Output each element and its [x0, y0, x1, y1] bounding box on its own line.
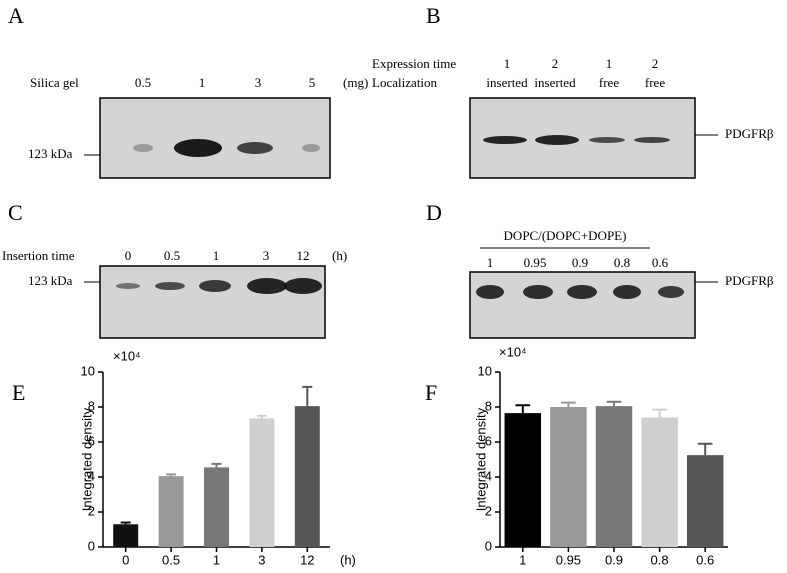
bar [550, 407, 587, 547]
lane-label: 1 [213, 248, 220, 263]
bar [113, 524, 139, 547]
band [483, 136, 527, 144]
band [174, 139, 222, 157]
lane-label: 0.6 [652, 255, 669, 270]
y-axis-label: Integrated density [79, 407, 94, 511]
band [155, 282, 185, 290]
panel-letter: D [426, 200, 442, 225]
band [476, 285, 504, 299]
x-tick-label: 0.95 [556, 552, 581, 567]
lane-label: 0.5 [135, 75, 151, 90]
lane-label: 0.95 [524, 255, 547, 270]
marker: 123 kDa [28, 273, 73, 288]
band [634, 137, 670, 143]
row-label: Expression time [372, 56, 456, 71]
band [535, 135, 579, 145]
lane-label: 12 [297, 248, 310, 263]
lane-label: 0.5 [164, 248, 180, 263]
lane-label: 0.9 [572, 255, 588, 270]
y-tick-label: 10 [478, 363, 492, 378]
x-tick-label: 0 [122, 552, 129, 567]
band [284, 278, 322, 294]
y-axis-label: Integrated density [473, 407, 488, 511]
y-tick-label: 8 [88, 398, 95, 413]
y-tick-label: 2 [485, 503, 492, 518]
panel-letter: E [12, 380, 25, 405]
y-tick-label: 2 [88, 503, 95, 518]
lane-label: inserted [486, 75, 528, 90]
unit: (h) [332, 248, 347, 263]
blot [99, 265, 326, 339]
band [247, 278, 287, 294]
lane-label: 5 [309, 75, 316, 90]
band [567, 285, 597, 299]
band [116, 283, 140, 289]
band [133, 144, 153, 152]
protein: PDGFRβ [725, 273, 774, 288]
blot [99, 97, 331, 179]
lane-label: 0 [125, 248, 132, 263]
y-tick-label: 0 [88, 538, 95, 553]
lane-label: inserted [534, 75, 576, 90]
panel-letter: C [8, 200, 23, 225]
x-axis-label: (h) [340, 552, 356, 567]
blot [469, 271, 696, 339]
marker: 123 kDa [28, 146, 73, 161]
lane-label: 2 [652, 56, 659, 71]
bar [686, 455, 724, 547]
lane-label: 2 [552, 56, 559, 71]
lane-label: 3 [255, 75, 262, 90]
header: DOPC/(DOPC+DOPE) [504, 228, 627, 243]
lane-label: 3 [263, 248, 270, 263]
x-tick-label: 1 [519, 552, 526, 567]
bar [158, 476, 184, 547]
x-tick-label: 0.9 [605, 552, 623, 567]
bar [504, 413, 542, 547]
y-tick-label: 6 [485, 433, 492, 448]
band [302, 144, 320, 152]
y-tick-label: 8 [485, 398, 492, 413]
band [589, 137, 625, 143]
y-tick-label: 6 [88, 433, 95, 448]
x-tick-label: 12 [300, 552, 314, 567]
band [523, 285, 553, 299]
multiplier: ×10⁴ [499, 344, 527, 359]
protein: PDGFRβ [725, 126, 774, 141]
lane-label: 1 [487, 255, 494, 270]
band [613, 285, 641, 299]
x-tick-label: 1 [213, 552, 220, 567]
bar [641, 417, 678, 547]
lane-label: free [645, 75, 665, 90]
band [199, 280, 231, 292]
y-tick-label: 4 [88, 468, 95, 483]
bar [595, 406, 633, 547]
x-tick-label: 0.5 [162, 552, 180, 567]
bar [204, 467, 229, 547]
panel-letter: A [8, 3, 24, 28]
panel-letter: B [426, 3, 441, 28]
lane-label: free [599, 75, 619, 90]
row-label: Localization [372, 75, 437, 90]
row-label: Insertion time [2, 248, 75, 263]
panel-letter: F [425, 380, 437, 405]
row-label: Silica gel [30, 75, 79, 90]
lane-label: 1 [606, 56, 613, 71]
band [237, 142, 273, 154]
bar [294, 406, 320, 547]
bar [249, 418, 275, 547]
y-tick-label: 10 [81, 363, 95, 378]
unit: (mg) [343, 75, 368, 90]
lane-label: 0.8 [614, 255, 630, 270]
y-tick-label: 4 [485, 468, 492, 483]
multiplier: ×10⁴ [113, 348, 141, 363]
x-tick-label: 0.6 [696, 552, 714, 567]
band [658, 286, 684, 298]
x-tick-label: 0.8 [651, 552, 669, 567]
y-tick-label: 0 [485, 538, 492, 553]
x-tick-label: 3 [258, 552, 265, 567]
lane-label: 1 [504, 56, 511, 71]
lane-label: 1 [199, 75, 206, 90]
